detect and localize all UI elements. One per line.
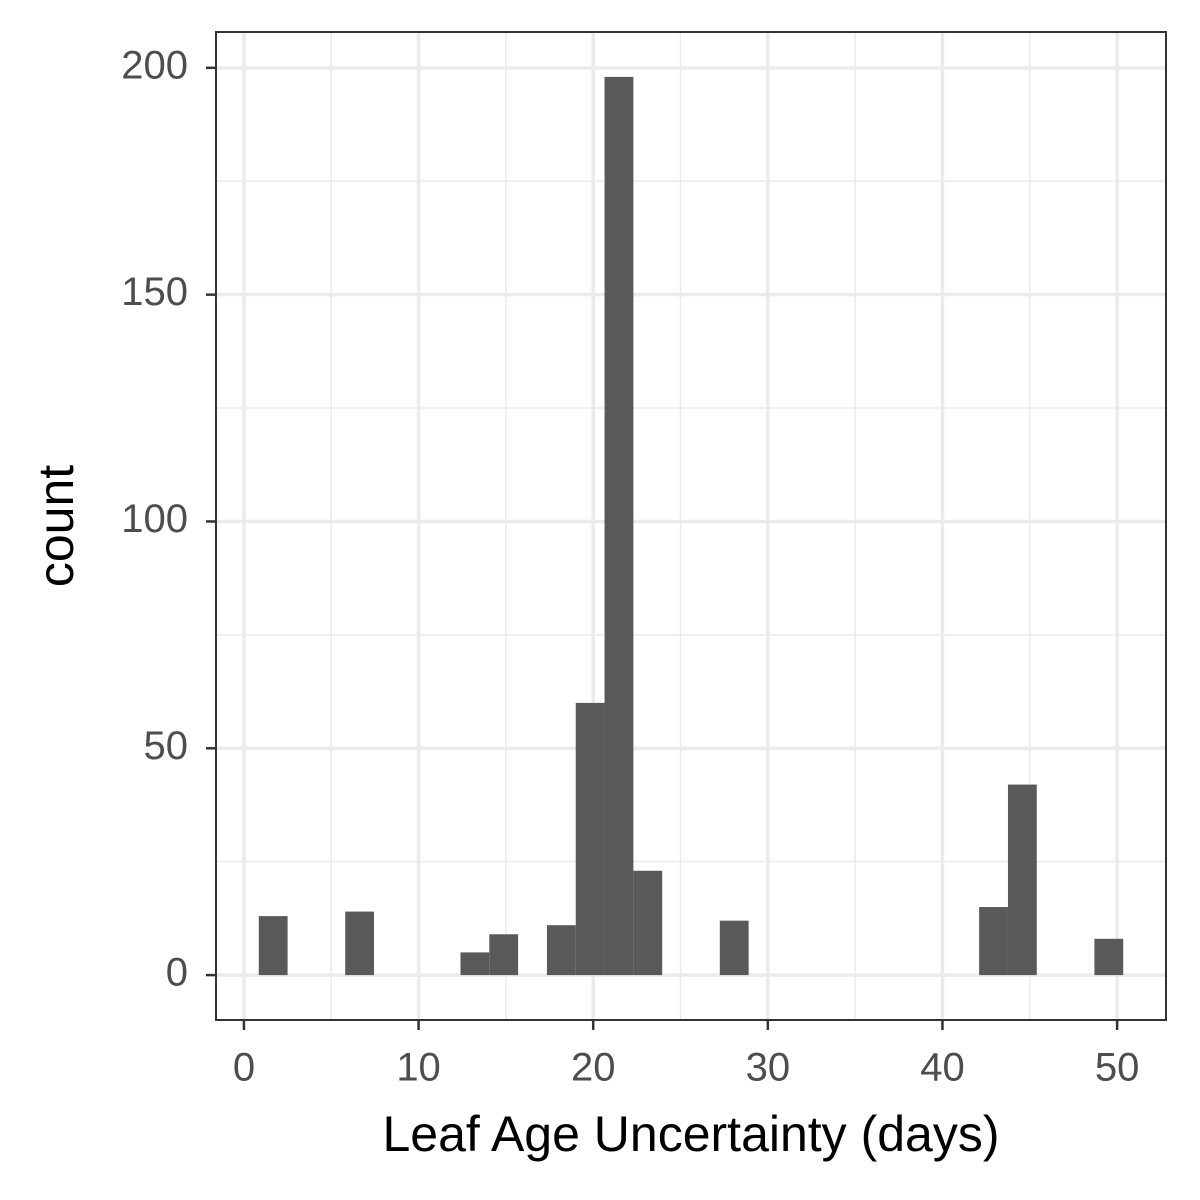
panel-border xyxy=(215,31,1167,1021)
x-tick-label: 0 xyxy=(233,1046,255,1090)
bar xyxy=(1094,938,1124,976)
bar xyxy=(460,952,490,976)
bar xyxy=(604,76,634,976)
x-tick-label: 40 xyxy=(920,1046,965,1090)
bar xyxy=(633,870,663,976)
bar xyxy=(345,911,375,976)
x-tick-label: 10 xyxy=(396,1046,441,1090)
y-tick-label: 0 xyxy=(166,951,188,995)
bar xyxy=(258,916,288,976)
x-axis-title: Leaf Age Uncertainty (days) xyxy=(383,1106,1000,1162)
y-tick-label: 200 xyxy=(121,43,188,87)
bar xyxy=(546,925,576,976)
bar xyxy=(979,907,1008,976)
x-tick-label: 20 xyxy=(571,1046,616,1090)
y-tick-label: 100 xyxy=(121,497,188,541)
bar xyxy=(719,920,749,976)
bar xyxy=(489,934,519,976)
y-tick-label: 150 xyxy=(121,270,188,314)
y-tick-label: 50 xyxy=(144,724,189,768)
x-tick-label: 50 xyxy=(1095,1046,1140,1090)
bar xyxy=(575,702,605,976)
x-tick-label: 30 xyxy=(746,1046,791,1090)
y-axis-title: count xyxy=(28,465,84,587)
bar xyxy=(1007,784,1037,976)
